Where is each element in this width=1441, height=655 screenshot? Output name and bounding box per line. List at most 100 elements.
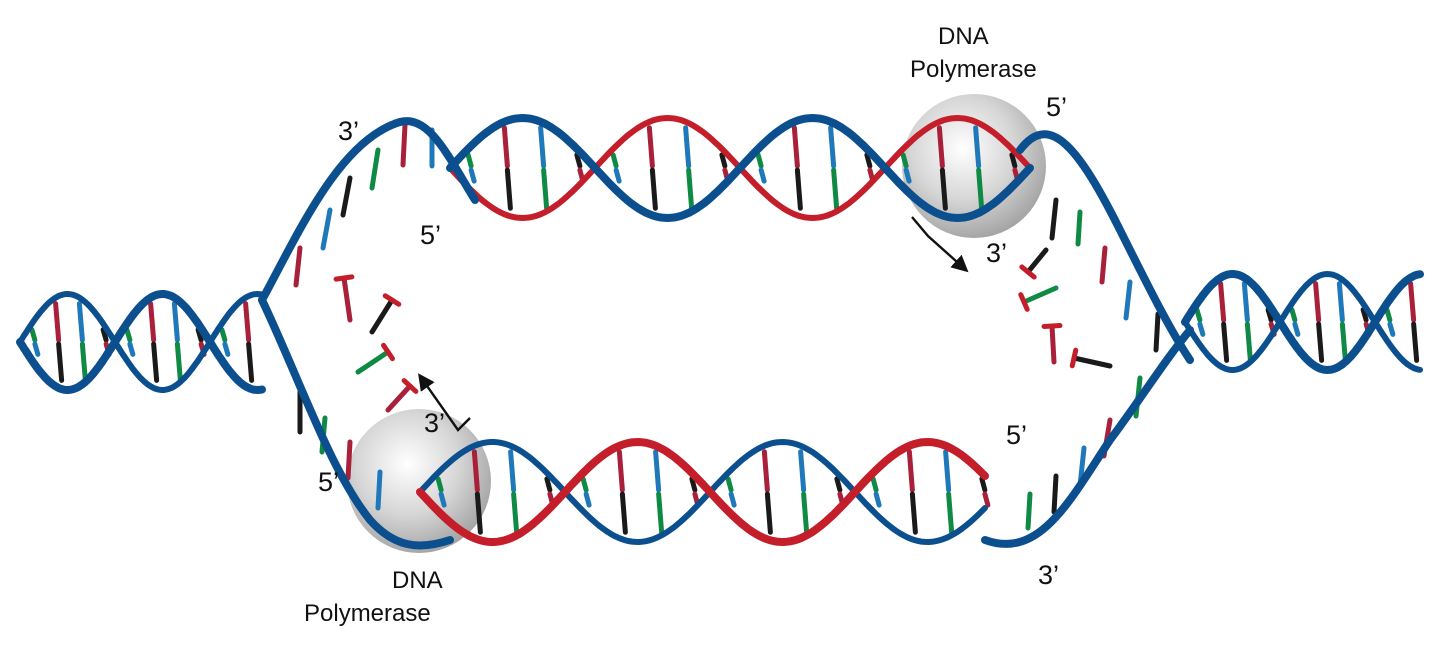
- base-pair: [616, 449, 625, 493]
- base-pair: [538, 125, 547, 169]
- exposed-base: [1153, 311, 1161, 353]
- base-pair: [1197, 321, 1206, 337]
- base-pair: [1360, 307, 1369, 323]
- base-pair: [151, 341, 160, 383]
- base-pair: [1387, 321, 1396, 337]
- base-pair: [646, 125, 655, 169]
- base-pair: [53, 301, 62, 343]
- base-pair: [1339, 321, 1348, 363]
- base-pair: [246, 341, 255, 383]
- exposed-base: [375, 469, 383, 511]
- base-pair: [873, 491, 882, 508]
- exposed-base: [1099, 245, 1108, 285]
- base-pair: [1218, 281, 1227, 323]
- base-pair: [936, 125, 945, 169]
- label-top-right-3prime: 3’: [986, 238, 1007, 268]
- exposed-base: [1025, 491, 1033, 531]
- base-pair: [1221, 321, 1230, 363]
- free-nucleotide-sugar: [1018, 292, 1030, 312]
- enzyme-top-label-line1: DNA: [938, 23, 989, 50]
- free-nucleotide: [369, 297, 395, 335]
- base-pair: [943, 449, 952, 493]
- free-nucleotide: [1021, 285, 1059, 305]
- base-pair: [834, 476, 843, 493]
- back-strand-layer: [17, 114, 1423, 546]
- bubble-top-right-strand: [1016, 130, 1194, 364]
- exposed-base: [1123, 279, 1133, 321]
- base-pair: [1009, 152, 1018, 169]
- right-duplex-strand-a: [1181, 270, 1424, 375]
- free-nucleotide-sugar: [333, 274, 355, 282]
- base-pair: [613, 167, 622, 184]
- base-pair: [222, 341, 231, 357]
- base-pair: [686, 167, 695, 211]
- base-pair: [761, 449, 770, 493]
- base-pair: [127, 341, 136, 357]
- bottom-daughter-strand-b: [417, 438, 988, 546]
- base-pair: [828, 125, 837, 169]
- base-pair: [653, 449, 662, 493]
- front-strand-layer: [16, 113, 1424, 550]
- base-pair: [504, 167, 513, 211]
- free-nucleotide: [1049, 323, 1057, 365]
- label-bottom-left-5prime: 5’: [318, 467, 339, 497]
- base-pair: [468, 167, 477, 184]
- left-duplex-strand-b: [17, 290, 265, 393]
- base-pair: [976, 167, 985, 211]
- base-pair: [511, 491, 520, 535]
- base-pair: [583, 491, 592, 508]
- base-pair: [508, 449, 517, 493]
- top-daughter-strand-a: [446, 113, 1034, 223]
- enzyme-bottom-label-line1: DNA: [392, 567, 443, 594]
- exposed-base: [320, 207, 333, 251]
- base-pair: [794, 167, 803, 211]
- base-pair: [656, 491, 665, 535]
- base-pair: [689, 476, 698, 493]
- base-pair: [465, 152, 474, 169]
- exposed-base: [1051, 473, 1059, 515]
- base-pair: [719, 152, 728, 169]
- free-nucleotide-sugar: [1019, 264, 1037, 280]
- base-pair: [574, 152, 583, 169]
- base-pair: [1292, 321, 1301, 337]
- base-pair: [32, 341, 41, 357]
- base-pair: [544, 476, 553, 493]
- base-pair: [791, 125, 800, 169]
- base-pair: [946, 491, 955, 535]
- free-nucleotide-sugar: [1069, 347, 1079, 369]
- base-pair: [755, 152, 764, 169]
- base-pair: [1411, 321, 1420, 363]
- free-nucleotide: [385, 383, 413, 413]
- enzyme-bottom-label-line2: Polymerase: [304, 600, 431, 627]
- base-pair: [174, 341, 183, 383]
- base-pair: [1194, 307, 1203, 323]
- free-nucleotide-sugar: [381, 342, 395, 362]
- base-pair: [56, 341, 65, 383]
- base-pair: [864, 152, 873, 169]
- exposed-base: [369, 147, 381, 191]
- base-pair: [831, 167, 840, 211]
- exposed-base: [345, 439, 353, 481]
- base-pair: [219, 327, 228, 343]
- label-top-right-5prime: 5’: [1046, 92, 1067, 122]
- base-pair: [801, 491, 810, 535]
- base-pair: [501, 125, 510, 169]
- base-pair: [474, 491, 483, 535]
- exposed-base: [293, 245, 303, 288]
- label-bottom-right-3prime: 3’: [1038, 560, 1059, 590]
- base-pair: [435, 476, 444, 493]
- free-nucleotide-sugar: [1041, 323, 1063, 329]
- base-pair: [619, 491, 628, 535]
- exposed-base: [340, 175, 353, 218]
- label-top-left-3prime: 3’: [338, 116, 359, 146]
- base-pair: [909, 491, 918, 535]
- base-pair: [973, 125, 982, 169]
- base-pair: [982, 491, 991, 508]
- base-pair: [29, 327, 38, 343]
- base-pair: [725, 476, 734, 493]
- base-pair: [124, 327, 133, 343]
- base-pair: [1316, 321, 1325, 363]
- label-top-left-5prime: 5’: [420, 220, 441, 250]
- base-pair: [438, 491, 447, 508]
